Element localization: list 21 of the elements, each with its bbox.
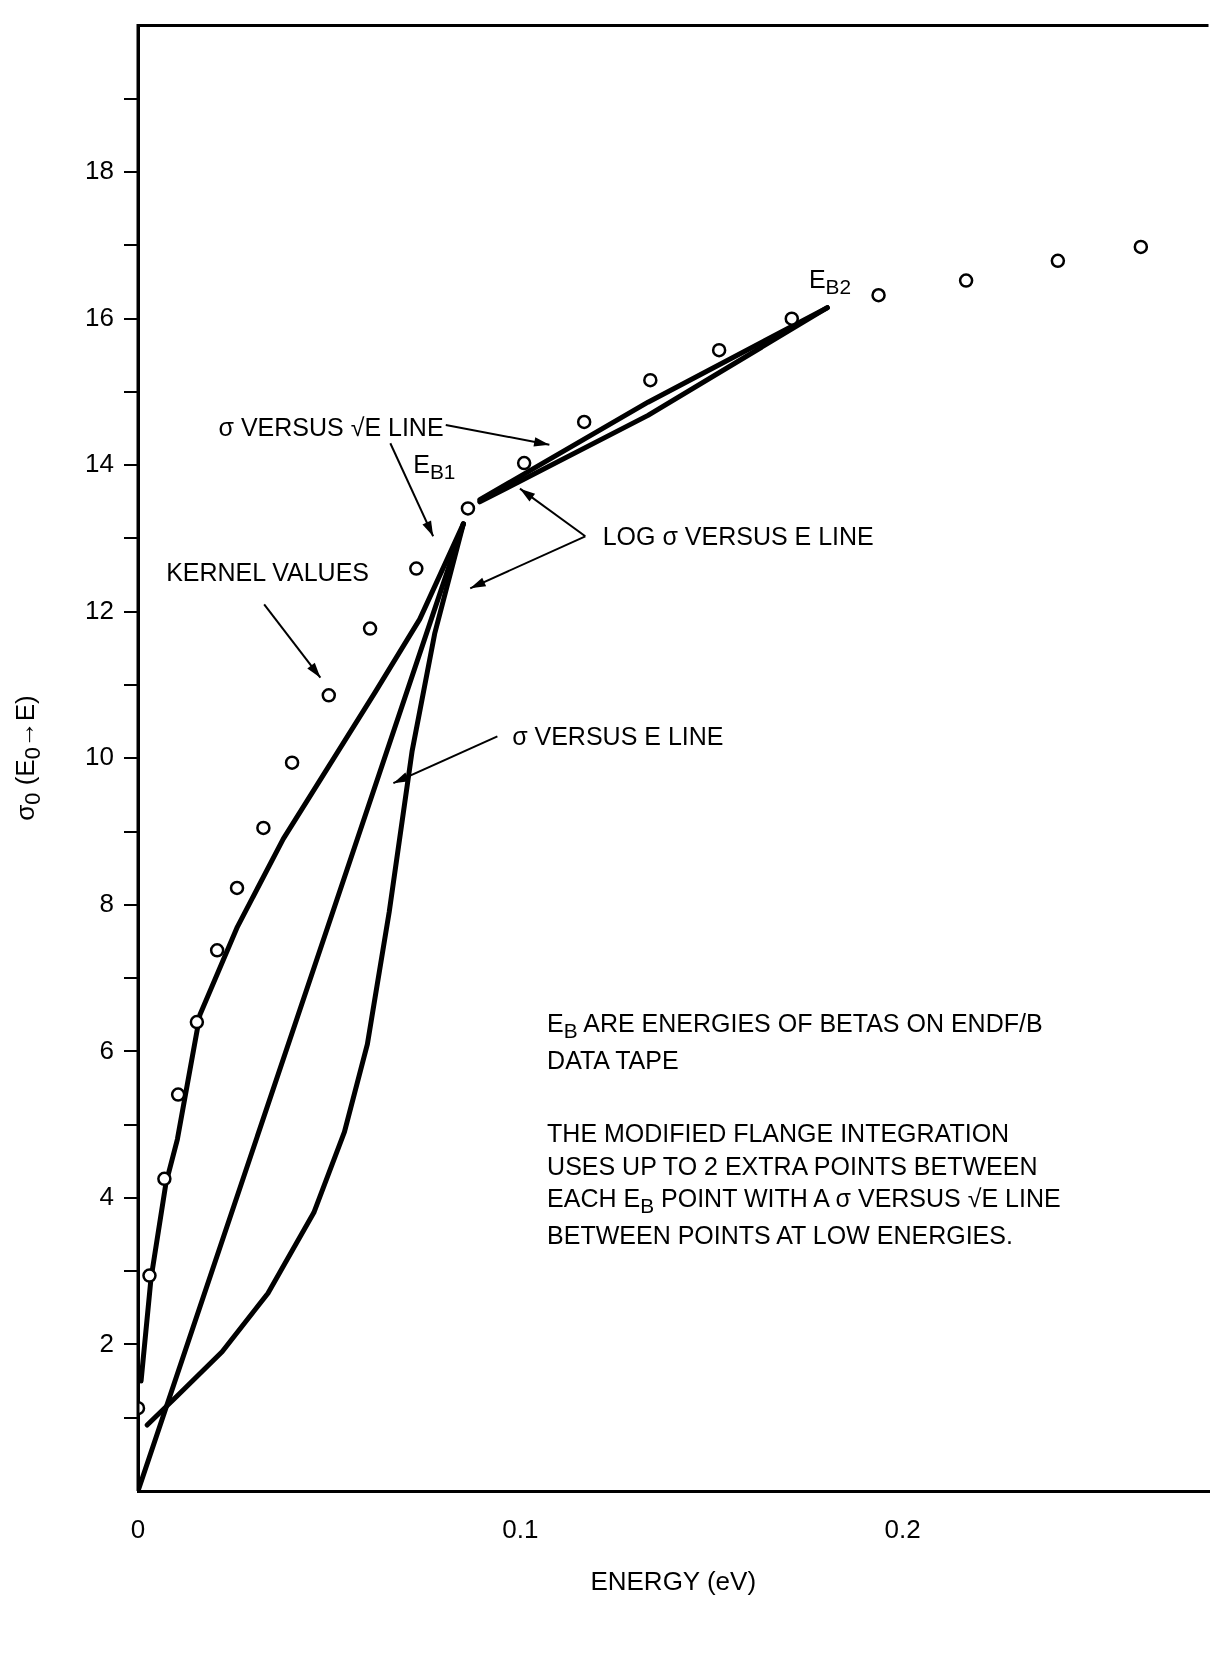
- y-tick-label: 14: [85, 448, 114, 479]
- y-tick-label: 18: [85, 155, 114, 186]
- annotation: σ VERSUS E LINE: [512, 721, 724, 751]
- x-axis-title: ENERGY (eV): [590, 1566, 757, 1597]
- x-tick-label: 0: [130, 1513, 146, 1544]
- y-tick-label: 4: [99, 1181, 114, 1212]
- annotation: KERNEL VALUES: [166, 557, 370, 587]
- y-tick-label: 2: [99, 1327, 114, 1358]
- y-tick-label: 8: [99, 888, 114, 919]
- annotation: THE MODIFIED FLANGE INTEGRATION USES UP TO 2 EXTRA POINTS BETWEEN EACH E$_{B}$ POINT WITH A σ VERSUS √E LINE BETWEEN POINTS AT LOW ENERGIES.: [547, 1118, 1062, 1252]
- annotation: E$_{B}$ ARE ENERGIES OF BETAS ON ENDF/B DATA TAPE: [547, 1008, 1044, 1077]
- annotation: LOG σ VERSUS E LINE: [602, 521, 874, 551]
- y-tick-label: 10: [85, 741, 114, 772]
- x-tick-label: 0.1: [502, 1513, 539, 1544]
- y-tick-label: 16: [85, 301, 114, 332]
- x-tick-label: 0.2: [884, 1513, 921, 1544]
- y-tick-label: 12: [85, 594, 114, 625]
- annotation: E$_{B1}$: [413, 449, 456, 484]
- annotation: σ VERSUS √E LINE: [218, 412, 444, 442]
- y-tick-label: 6: [99, 1034, 114, 1065]
- annotation: E$_{B2}$: [808, 265, 852, 300]
